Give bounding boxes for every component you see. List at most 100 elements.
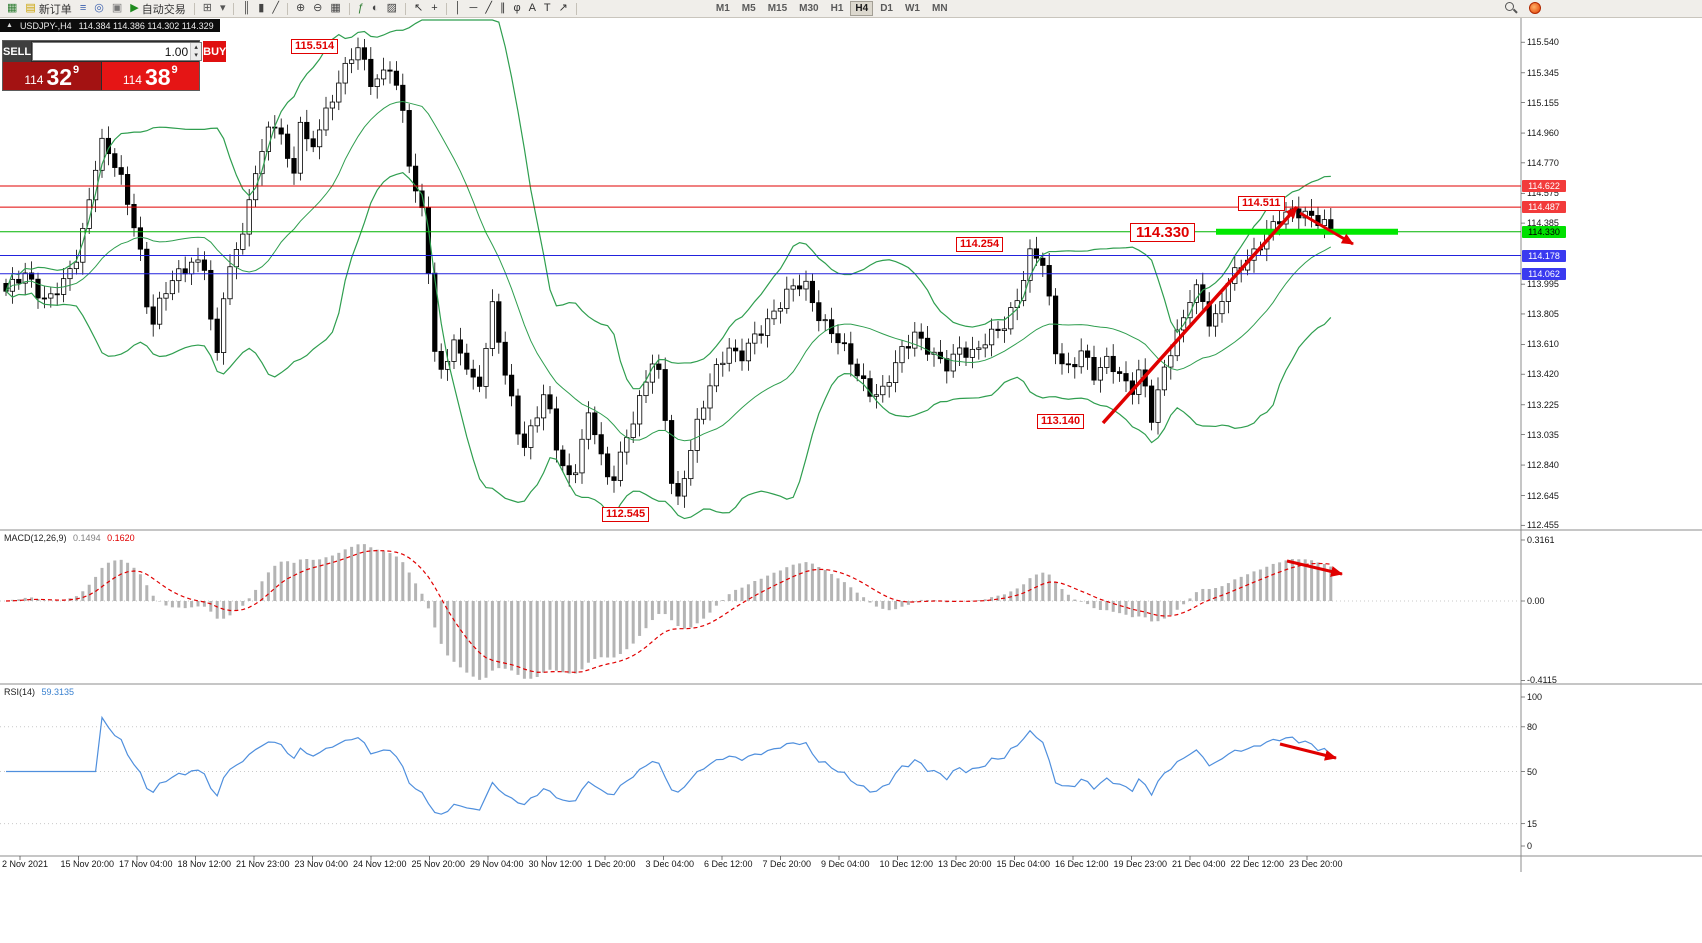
timeframe-m5-button[interactable]: M5 <box>741 3 756 14</box>
rsi-axis-label: 80 <box>1527 721 1538 732</box>
toolbar-separator <box>404 2 406 15</box>
text-icon-button[interactable]: A <box>525 1 540 17</box>
vertical-line-icon-button[interactable]: │ <box>451 1 466 17</box>
price-label-114330[interactable]: 114.330 <box>1130 223 1196 242</box>
autotrading-label: 自动交易 <box>141 3 186 16</box>
timeframe-m30-button[interactable]: M30 <box>799 3 819 14</box>
time-axis-label: 23 Dec 20:00 <box>1289 859 1343 869</box>
market-watch-icon: ≡ <box>79 2 87 14</box>
new-order-button[interactable]: ▤ 新订单 <box>21 1 75 17</box>
vertical-line-icon: │ <box>454 2 462 14</box>
line-chart-icon-button[interactable]: ╱ <box>268 1 283 17</box>
horizontal-line-icon-button[interactable]: ─ <box>466 1 482 17</box>
trend-up-arrow <box>1101 205 1299 425</box>
timeframe-m15-button[interactable]: M15 <box>767 3 788 14</box>
volume-input[interactable] <box>33 43 191 60</box>
text-label-icon-button[interactable]: T <box>540 1 555 17</box>
price-axis-label: 113.225 <box>1527 399 1559 410</box>
horizontal-line-icon: ─ <box>469 2 478 14</box>
buy-price-button[interactable]: 114 38 9 <box>101 62 199 90</box>
price-label-113140[interactable]: 113.140 <box>1037 414 1085 429</box>
crosshair-icon-button[interactable]: + <box>427 1 441 17</box>
time-axis-label: 6 Dec 12:00 <box>704 859 753 869</box>
crosshair-icon: + <box>431 2 438 14</box>
arrows-icon-button[interactable]: ↗ <box>555 1 572 17</box>
chart-shortcut-icon: ▦ <box>7 2 18 14</box>
volume-down-button[interactable]: ▾ <box>191 51 202 60</box>
cursor-icon-button[interactable]: ↖ <box>410 1 427 17</box>
price-axis-label: 114.385 <box>1527 218 1559 229</box>
zoom-out-icon-button[interactable]: ⊖ <box>309 1 326 17</box>
time-axis-label: 19 Dec 23:00 <box>1113 859 1168 869</box>
buy-button[interactable]: BUY <box>203 41 227 62</box>
new-chart-icon-button[interactable]: ⊞ <box>199 1 216 17</box>
macd-axis-label: -0.4115 <box>1527 675 1557 686</box>
macd-arrow <box>1286 559 1343 577</box>
price-label-114254[interactable]: 114.254 <box>956 237 1004 252</box>
indicators-icon: ƒ <box>357 2 364 14</box>
macd-axis-label: 0.3161 <box>1527 534 1555 545</box>
sell-button[interactable]: SELL <box>3 41 32 62</box>
templates-icon-button[interactable]: ▨ <box>383 1 401 17</box>
timeframe-w1-button[interactable]: W1 <box>904 3 920 14</box>
zoom-in-icon-button[interactable]: ⊕ <box>292 1 309 17</box>
macd-signal-value: 0.1620 <box>107 533 135 543</box>
rsi-axis-label: 100 <box>1527 692 1543 702</box>
indicators-icon-button[interactable]: ƒ <box>354 1 368 17</box>
time-axis-label: 9 Dec 04:00 <box>821 859 870 869</box>
rsi-value: 59.3135 <box>41 687 75 697</box>
channel-icon-button[interactable]: ∥ <box>496 1 510 17</box>
buy-price-pips: 38 <box>144 64 171 90</box>
arrows-icon: ↗ <box>558 2 568 14</box>
price-axis-label: 114.770 <box>1527 157 1559 168</box>
price-axis-label: 115.345 <box>1527 67 1559 78</box>
sell-price-button[interactable]: 114 32 9 <box>3 62 101 90</box>
time-axis-label: 18 Nov 12:00 <box>177 859 232 869</box>
timeframe-h1-button[interactable]: H1 <box>830 3 844 14</box>
time-axis-label: 1 Dec 20:00 <box>587 859 636 869</box>
timeframe-d1-button[interactable]: D1 <box>880 3 893 14</box>
pullback-arrow <box>1299 211 1354 246</box>
trendline-icon-button[interactable]: ╱ <box>481 1 496 17</box>
tile-windows-icon-button[interactable]: ▦ <box>326 1 344 17</box>
toolbar-separator <box>233 2 235 15</box>
candlestick-chart-icon-button[interactable]: ▮ <box>254 1 268 17</box>
toolbar-separator <box>348 2 350 15</box>
periods-icon-button[interactable]: ◐ <box>368 1 383 17</box>
rsi-name: RSI(14) <box>4 687 36 697</box>
terminal-icon-button[interactable]: ▣ <box>108 1 126 17</box>
timeframe-mn-button[interactable]: MN <box>931 3 948 14</box>
periods-icon: ◐ <box>371 2 379 14</box>
navigator-icon-button[interactable]: ◎ <box>90 1 108 17</box>
notifications-icon[interactable] <box>1529 2 1541 14</box>
timeframe-m1-button[interactable]: M1 <box>715 3 730 14</box>
chart-shortcut-icon-button[interactable]: ▦ <box>3 1 21 17</box>
autotrading-button[interactable]: ▶ 自动交易 <box>126 1 189 17</box>
price-label-115514[interactable]: 115.514 <box>291 39 339 54</box>
price-tag-114622: 114.622 <box>1522 180 1566 192</box>
trade-panel-price-row: 114 32 9 114 38 9 <box>3 62 199 90</box>
price-axis-label: 112.455 <box>1527 520 1559 531</box>
price-tag-114178: 114.178 <box>1522 249 1566 262</box>
market-watch-icon-button[interactable]: ≡ <box>76 1 90 17</box>
price-axis-label: 115.155 <box>1527 97 1559 108</box>
rsi-axis-label: 15 <box>1527 818 1538 829</box>
rsi-axis-label: 50 <box>1527 766 1538 777</box>
price-label-112545[interactable]: 112.545 <box>602 507 650 522</box>
search-icon[interactable] <box>1505 2 1517 14</box>
timeframe-h4-button[interactable]: H4 <box>850 1 874 16</box>
zoom-out-icon: ⊖ <box>313 2 323 14</box>
profiles-dropdown-icon-button[interactable]: ▾ <box>216 1 230 17</box>
bar-chart-icon-button[interactable]: ║ <box>238 1 254 17</box>
price-label-114511[interactable]: 114.511 <box>1238 196 1285 211</box>
cursor-icon: ↖ <box>413 2 424 14</box>
fibonacci-icon-button[interactable]: φ <box>509 1 524 17</box>
volume-up-button[interactable]: ▴ <box>191 43 202 52</box>
price-axis-label: 113.610 <box>1527 339 1559 350</box>
bar-chart-icon: ║ <box>242 2 251 14</box>
time-axis-label: 7 Dec 20:00 <box>762 859 812 869</box>
candlestick-chart-icon: ▮ <box>258 2 265 14</box>
time-axis-label: 21 Dec 04:00 <box>1172 859 1226 869</box>
